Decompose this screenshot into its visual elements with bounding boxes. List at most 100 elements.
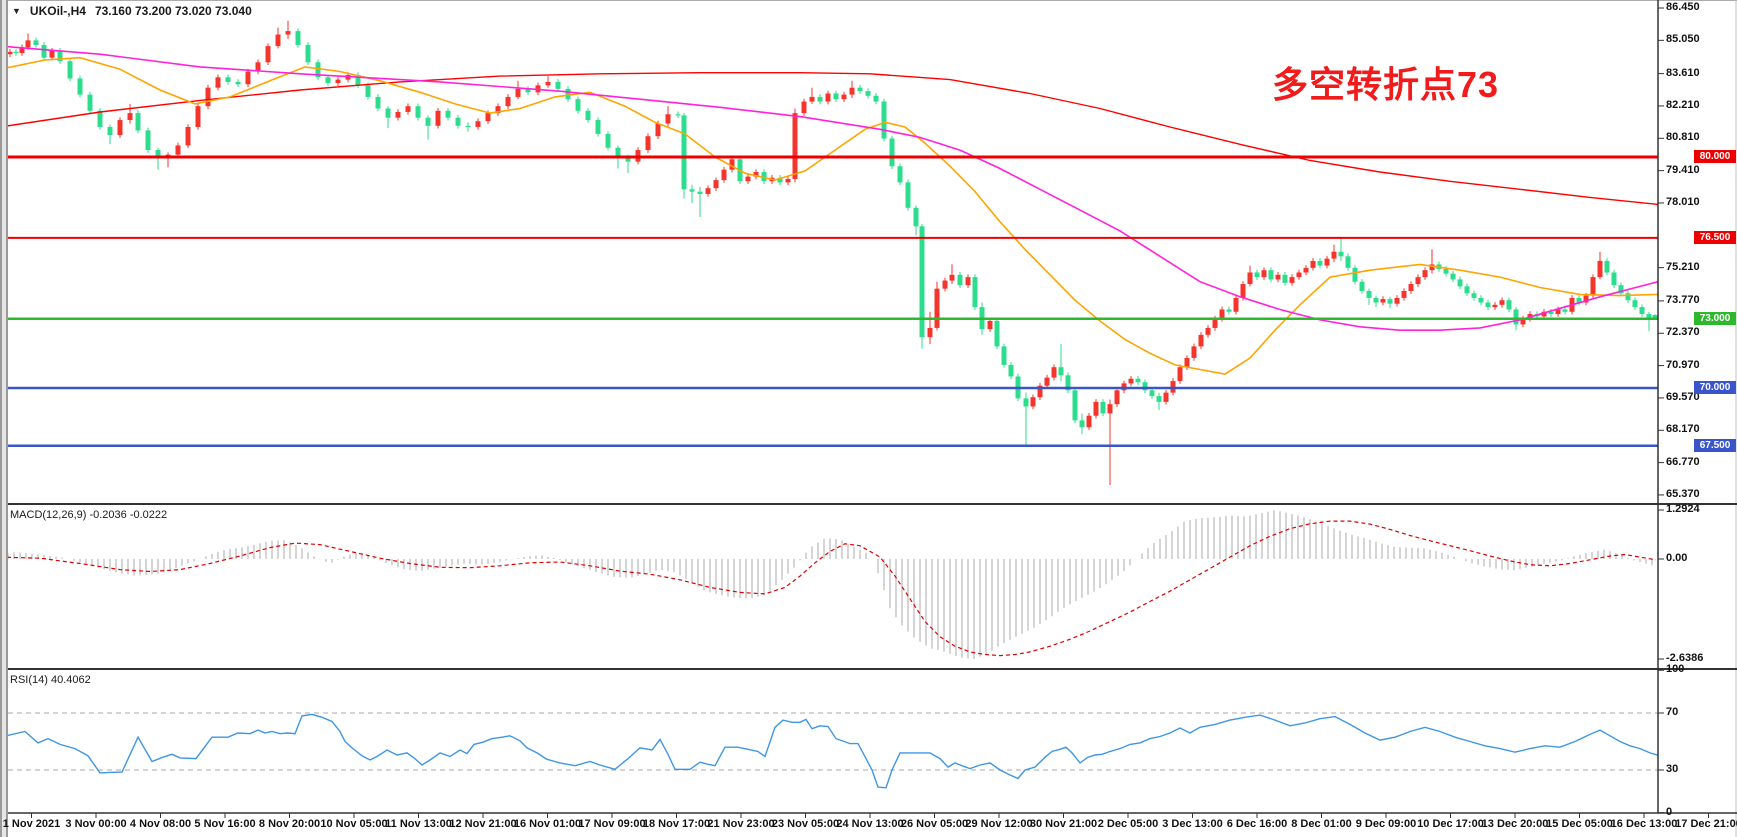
candle [205,87,211,107]
candle [49,50,55,58]
candle [395,111,401,118]
rsi-line [0,713,1659,789]
candle [605,133,611,148]
price-axis-label: 86.450 [1666,1,1700,13]
candle [295,31,301,45]
candle [325,77,331,84]
candle [57,50,63,62]
candle [1156,396,1162,402]
candle [13,51,19,54]
candle [1576,297,1582,303]
candle [889,138,895,167]
time-axis-label: 10 Nov 05:00 [320,818,388,830]
candle [1506,300,1512,310]
rsi-axis-label: 70 [1666,706,1679,718]
candle [1345,256,1351,268]
candle [1380,299,1386,303]
rsi-axis-label: 0 [1666,805,1673,818]
time-axis-label: 17 Dec 21:00 [1675,818,1737,830]
candle [841,94,847,100]
candle [1282,274,1288,283]
collapse-triangle-icon[interactable]: ▼ [12,6,21,16]
time-axis-label: 8 Nov 20:00 [258,818,321,830]
candle [385,108,391,118]
candle [1086,415,1092,428]
macd-axis-label: -2.6386 [1666,652,1704,664]
candle [1443,269,1449,274]
candle [1142,382,1148,391]
time-axis-label: 13 Dec 20:00 [1481,818,1549,830]
candle [355,74,361,86]
price-axis-label: 66.770 [1666,455,1700,468]
price-axis-label: 83.610 [1666,66,1700,79]
candle [1366,290,1372,298]
candle [1450,273,1456,280]
candle [255,62,261,72]
candle [127,113,133,121]
candle [485,113,491,122]
candle [697,191,703,194]
candle [1296,272,1302,278]
candle [705,188,711,194]
ma-line-red [0,72,1659,206]
candle [465,125,471,127]
candle [1114,390,1120,405]
candle [1219,309,1225,319]
candle [1240,284,1246,298]
candle [33,40,39,45]
candle [1058,367,1064,376]
candle [575,99,581,111]
price-axis-label: 79.410 [1666,163,1700,176]
candle [1072,390,1078,421]
candle [1632,300,1638,308]
candle [1352,267,1358,282]
candle [415,106,421,118]
candle [435,110,441,126]
candle [1597,260,1603,278]
candle [1583,295,1589,303]
candle [942,280,948,289]
candle [365,85,371,97]
candle [195,106,201,127]
candle [1275,274,1281,280]
candle [1338,251,1344,257]
time-axis-label: 5 Nov 16:00 [194,818,256,830]
price-line-tag: 67.500 [1694,439,1736,453]
candle [405,106,411,112]
candle [1324,258,1330,266]
candle [19,47,25,54]
price-axis-label: 85.050 [1666,33,1700,46]
candle [41,44,47,58]
candle [505,96,511,107]
price-axis-label: 82.210 [1666,98,1700,111]
time-axis-label: 6 Dec 16:00 [1226,818,1288,830]
candle [1401,290,1407,298]
candle [77,78,83,95]
candle [897,166,903,183]
candle [873,95,879,102]
candle [245,71,251,85]
macd-axis-label: 1.2924 [1666,503,1700,516]
candle [745,176,751,182]
candle [1422,270,1428,278]
candle [275,34,281,47]
candle [681,115,687,190]
time-axis-label: 16 Dec 13:00 [1610,818,1678,830]
candle [809,96,815,102]
candle [857,87,863,92]
candle [1044,377,1050,386]
candle [555,81,561,89]
candle [1548,311,1554,315]
candle [777,177,783,183]
candle [1331,251,1337,259]
candle [215,77,221,88]
candle [1261,270,1267,278]
candle [625,158,631,162]
candle [1079,420,1085,428]
candle [987,321,993,330]
price-line-tag: 70.000 [1694,381,1736,395]
time-axis-label: 3 Dec 13:00 [1162,818,1223,830]
candle [972,277,978,308]
price-axis-label: 75.210 [1666,260,1700,273]
